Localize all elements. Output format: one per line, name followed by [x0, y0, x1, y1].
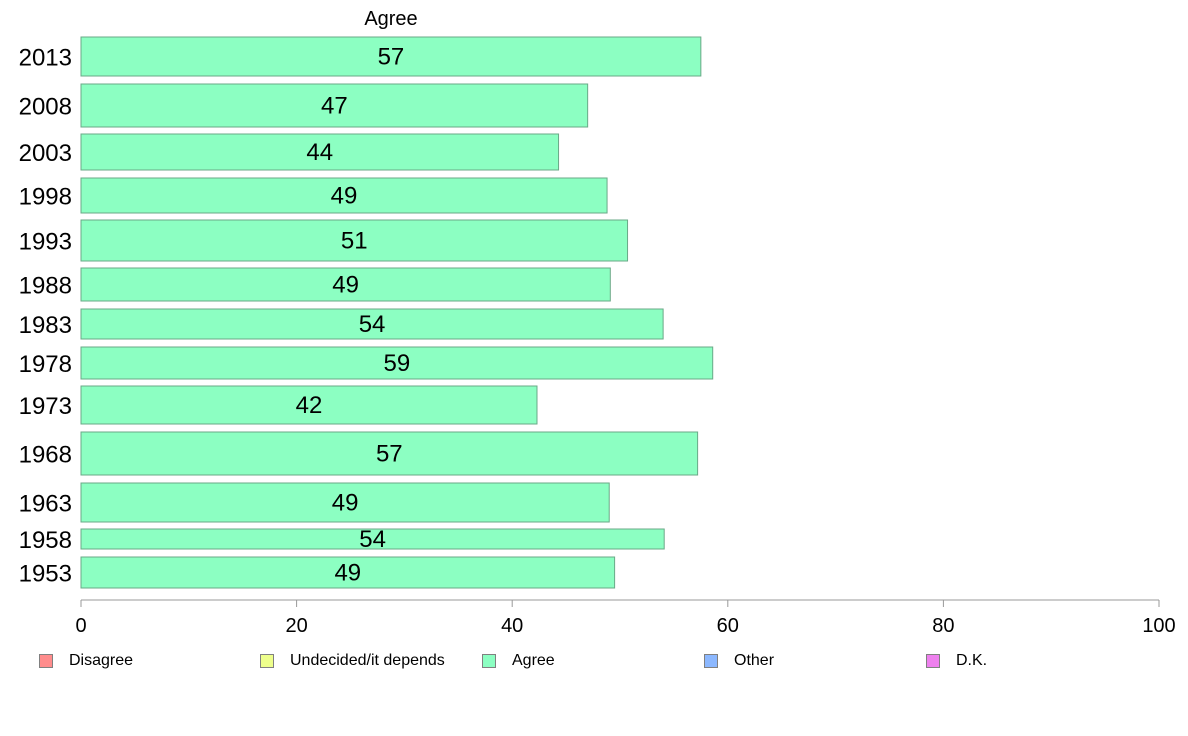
category-label-1998: 1998: [19, 184, 72, 211]
data-label-1983: 54: [359, 311, 386, 338]
bar-1963: [80, 482, 610, 523]
legend-item-agree: Agree: [482, 652, 555, 670]
bars: 57 2013 47 2008 44 2003 49 1998 51 1993 49 1988 54 19…: [19, 36, 714, 589]
data-label-2013: 57: [378, 44, 405, 71]
data-label-1963: 49: [332, 490, 359, 517]
x-tick-label-20: 20: [285, 615, 307, 637]
legend-swatch: [926, 654, 940, 668]
data-label-1998: 49: [331, 183, 358, 210]
category-label-1963: 1963: [19, 491, 72, 518]
legend-swatch: [482, 654, 496, 668]
bar-2003: [80, 133, 560, 171]
bar-1998: [80, 177, 608, 214]
legend-item-disagree: Disagree: [39, 652, 133, 670]
legend-label: Disagree: [69, 652, 134, 669]
data-label-2003: 44: [306, 139, 333, 166]
bar-2013: [80, 36, 702, 77]
x-tick-label-40: 40: [501, 615, 523, 637]
x-axis: 0 20 40 60 80 100: [75, 599, 1176, 637]
bar-1978: [80, 346, 714, 380]
bar-1983: [80, 308, 664, 340]
category-label-1958: 1958: [19, 527, 72, 554]
data-label-1988: 49: [332, 272, 359, 299]
category-label-2008: 2008: [19, 94, 72, 121]
legend-swatch: [704, 654, 718, 668]
category-label-1973: 1973: [19, 393, 72, 420]
category-label-1983: 1983: [19, 312, 72, 339]
data-label-1953: 49: [334, 560, 361, 587]
data-label-1978: 59: [384, 350, 411, 377]
data-label-1958: 54: [359, 526, 386, 553]
legend-label: Agree: [512, 652, 555, 669]
x-tick-label-60: 60: [717, 615, 739, 637]
legend-label: D.K.: [956, 652, 988, 669]
data-label-2008: 47: [321, 93, 348, 120]
bar-1993: [80, 219, 629, 262]
category-label-1953: 1953: [19, 561, 72, 588]
x-tick-label-80: 80: [932, 615, 954, 637]
bar-2008: [80, 83, 589, 128]
data-label-1993: 51: [341, 228, 368, 255]
category-label-1968: 1968: [19, 442, 72, 469]
legend: Disagree Undecided/it depends Agree Other D.…: [0, 652, 1188, 676]
legend-label: Other: [734, 652, 775, 669]
legend-item-d-k: D.K.: [926, 652, 987, 670]
legend-swatch: [260, 654, 274, 668]
legend-item-other: Other: [704, 652, 774, 670]
legend-item-undecided-it-depends: Undecided/it depends: [260, 652, 445, 670]
bar-1953: [80, 556, 616, 589]
category-label-1978: 1978: [19, 351, 72, 378]
chart-title: Agree: [364, 8, 417, 30]
category-label-1988: 1988: [19, 273, 72, 300]
bar-1968: [80, 431, 699, 476]
x-tick-label-100: 100: [1142, 615, 1175, 637]
legend-swatch: [39, 654, 53, 668]
x-tick-label-0: 0: [75, 615, 86, 637]
category-label-1993: 1993: [19, 229, 72, 256]
category-label-2013: 2013: [19, 45, 72, 72]
legend-label: Undecided/it depends: [290, 652, 445, 669]
bar-1973: [80, 385, 538, 425]
data-label-1968: 57: [376, 441, 403, 468]
bar-1988: [80, 267, 611, 302]
category-label-2003: 2003: [19, 140, 72, 167]
bar-1958: [80, 528, 665, 550]
data-label-1973: 42: [296, 392, 323, 419]
